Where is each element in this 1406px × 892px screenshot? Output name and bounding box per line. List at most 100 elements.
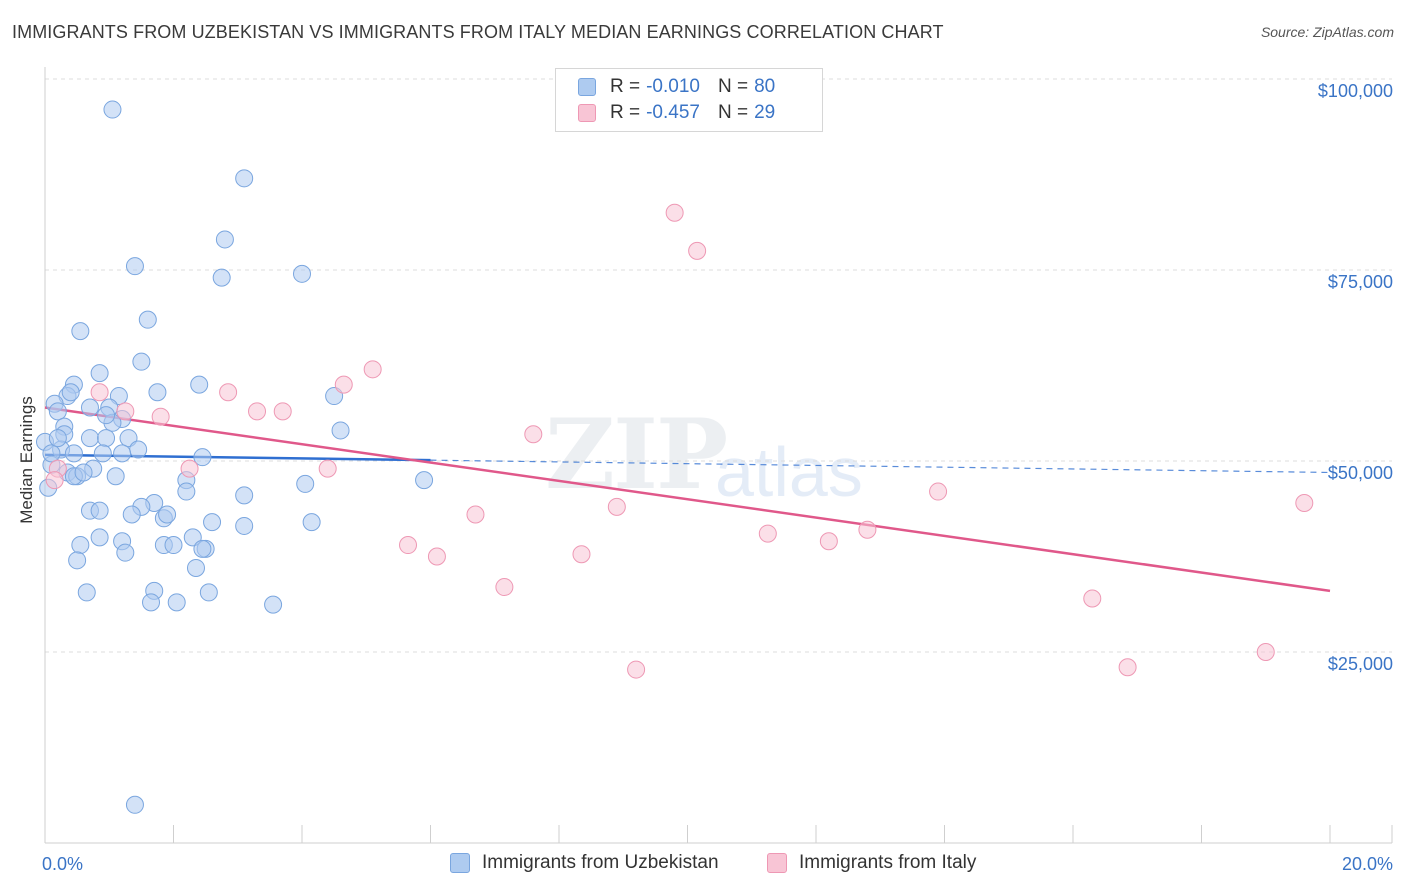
- legend-n-label: N =: [717, 102, 749, 123]
- point-uzbekistan: [177, 482, 196, 501]
- point-uzbekistan: [193, 539, 212, 558]
- trendline-italy: [44, 406, 1331, 593]
- point-italy: [399, 536, 418, 555]
- point-uzbekistan: [235, 516, 254, 535]
- chart-source: Source: ZipAtlas.com: [1260, 24, 1394, 40]
- axis-labels: $25,000 $50,000 $75,000 $100,000 0.0% 20.0% Me…: [17, 81, 1393, 874]
- point-uzbekistan: [71, 322, 90, 341]
- point-uzbekistan: [71, 536, 90, 555]
- point-uzbekistan: [42, 444, 61, 463]
- point-uzbekistan: [90, 528, 109, 547]
- legend-n-label: N =: [717, 76, 749, 97]
- chart-title: IMMIGRANTS FROM UZBEKISTAN VS IMMIGRANTS…: [12, 22, 944, 42]
- point-uzbekistan: [212, 268, 231, 287]
- legend-swatch-italy: [578, 104, 596, 122]
- point-uzbekistan: [264, 595, 283, 614]
- point-uzbekistan: [103, 100, 122, 119]
- bottom-legend-swatch-italy: [767, 853, 787, 873]
- point-italy: [318, 459, 337, 478]
- point-uzbekistan: [164, 536, 183, 555]
- y-tick-label: $100,000: [1318, 81, 1393, 101]
- y-tick-label: $25,000: [1328, 654, 1393, 674]
- point-uzbekistan: [97, 406, 116, 425]
- point-uzbekistan: [215, 230, 234, 249]
- point-uzbekistan: [199, 583, 218, 602]
- point-uzbekistan: [293, 264, 311, 283]
- watermark-atlas: atlas: [715, 433, 863, 511]
- point-uzbekistan: [235, 169, 254, 188]
- point-italy: [248, 402, 267, 421]
- point-uzbekistan: [113, 444, 132, 463]
- point-italy: [151, 407, 170, 426]
- legend-swatch-uzbekistan: [578, 78, 596, 96]
- point-italy: [627, 660, 646, 679]
- point-uzbekistan: [122, 505, 141, 524]
- point-uzbekistan: [415, 471, 434, 490]
- point-italy: [819, 532, 838, 551]
- point-italy: [607, 497, 626, 516]
- point-uzbekistan: [158, 505, 177, 524]
- grid: [45, 78, 1392, 653]
- legend-r-label: R =: [610, 76, 641, 97]
- point-italy: [1118, 658, 1137, 677]
- x-tick-label: 20.0%: [1342, 854, 1393, 874]
- point-italy: [363, 360, 382, 379]
- point-uzbekistan: [302, 513, 321, 532]
- point-italy: [1083, 589, 1102, 608]
- point-italy: [273, 402, 292, 421]
- point-uzbekistan: [138, 310, 157, 329]
- point-uzbekistan: [119, 429, 138, 448]
- point-uzbekistan: [331, 421, 350, 440]
- x-tick-label: 0.0%: [42, 854, 83, 874]
- y-tick-label: $75,000: [1328, 272, 1393, 292]
- legend-row-italy: R = -0.457 N = 29: [578, 101, 775, 125]
- point-uzbekistan: [90, 364, 109, 383]
- y-axis-title: Median Earnings: [17, 396, 36, 524]
- point-italy: [466, 505, 485, 524]
- point-italy: [90, 383, 109, 402]
- legend-n-value: 29: [754, 102, 776, 123]
- point-italy: [758, 524, 777, 543]
- point-italy: [858, 520, 877, 539]
- point-italy: [1256, 643, 1275, 661]
- point-italy: [116, 402, 135, 421]
- point-uzbekistan: [48, 429, 67, 448]
- bottom-legend-uzbekistan: Immigrants from Uzbekistan: [450, 852, 719, 874]
- point-italy: [929, 482, 948, 501]
- point-italy: [45, 471, 64, 490]
- point-uzbekistan: [61, 383, 80, 402]
- point-uzbekistan: [235, 486, 254, 505]
- point-uzbekistan: [167, 593, 186, 612]
- point-uzbekistan: [186, 558, 205, 577]
- bottom-legend-label-italy: Immigrants from Italy: [799, 852, 977, 873]
- legend-r-label: R =: [610, 102, 641, 123]
- point-uzbekistan: [80, 429, 99, 448]
- legend-r-value: -0.457: [646, 102, 700, 123]
- point-italy: [427, 547, 446, 566]
- legend-row-uzbekistan: R = -0.010 N = 80: [578, 75, 775, 99]
- point-italy: [219, 383, 238, 402]
- point-uzbekistan: [109, 387, 128, 406]
- point-uzbekistan: [129, 440, 148, 459]
- point-uzbekistan: [106, 467, 125, 486]
- point-italy: [688, 241, 707, 260]
- point-uzbekistan: [64, 444, 83, 463]
- point-uzbekistan: [148, 383, 167, 402]
- point-uzbekistan: [125, 795, 144, 814]
- point-italy: [180, 459, 199, 478]
- point-italy: [524, 425, 543, 444]
- point-uzbekistan: [183, 528, 202, 547]
- point-uzbekistan: [77, 583, 96, 602]
- point-italy: [665, 203, 684, 222]
- correlation-legend: R = -0.010 N = 80 R = -0.457 N = 29: [555, 68, 823, 132]
- y-tick-label: $50,000: [1328, 463, 1393, 483]
- point-uzbekistan: [80, 398, 99, 417]
- legend-n-value: 80: [754, 76, 776, 97]
- point-uzbekistan: [48, 402, 67, 421]
- point-uzbekistan: [203, 513, 222, 532]
- point-uzbekistan: [97, 429, 116, 448]
- point-uzbekistan: [142, 593, 161, 612]
- point-uzbekistan: [90, 501, 109, 520]
- legend-r-value: -0.010: [646, 76, 700, 97]
